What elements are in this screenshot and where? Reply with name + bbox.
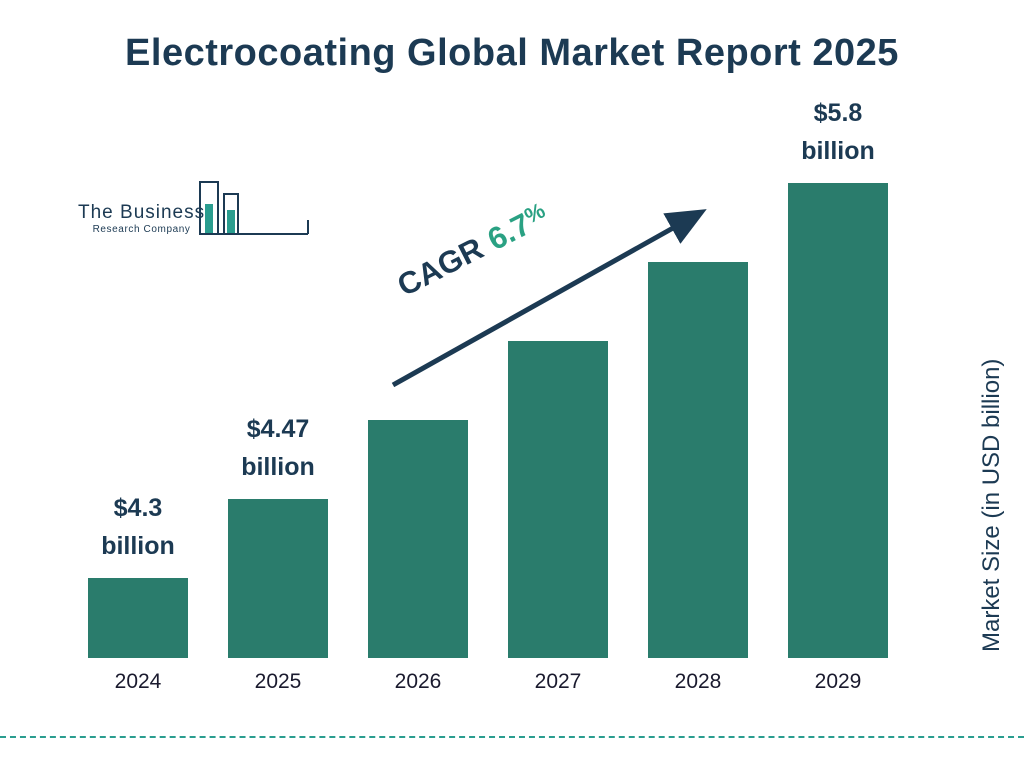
x-tick-2024: 2024 <box>114 670 162 693</box>
logo-text: The Business Research Company <box>78 202 205 235</box>
bar-2026 <box>368 420 468 658</box>
logo-bars-icon <box>198 180 348 247</box>
page-title: Electrocoating Global Market Report 2025 <box>125 32 899 74</box>
logo-line2: Research Company <box>92 224 191 235</box>
x-tick-2025: 2025 <box>254 670 302 693</box>
x-tick-2026: 2026 <box>394 670 442 693</box>
bar-2025 <box>228 499 328 658</box>
bar-2029 <box>788 183 888 658</box>
bar-2024 <box>88 578 188 658</box>
bar-chart: $4.3 billion 2024 $4.47 billion 2025 2026 2027 2… <box>88 99 908 693</box>
bar-value-label-2025: $4.47 billion <box>241 414 315 482</box>
logo-line1: The Business <box>78 202 206 223</box>
bar-value-label-2024: $4.3 billion <box>101 493 175 561</box>
bottom-dashed-divider <box>0 736 1024 738</box>
y-axis-label: Market Size (in USD billion) <box>978 358 1005 652</box>
x-tick-2027: 2027 <box>534 670 582 693</box>
x-tick-2029: 2029 <box>814 670 862 693</box>
bar-2027 <box>508 341 608 658</box>
company-logo: The Business Research Company <box>70 180 309 250</box>
bar-2028 <box>648 262 748 658</box>
bar-value-label-2029: $5.8 billion <box>801 98 875 166</box>
x-tick-2028: 2028 <box>674 670 722 693</box>
